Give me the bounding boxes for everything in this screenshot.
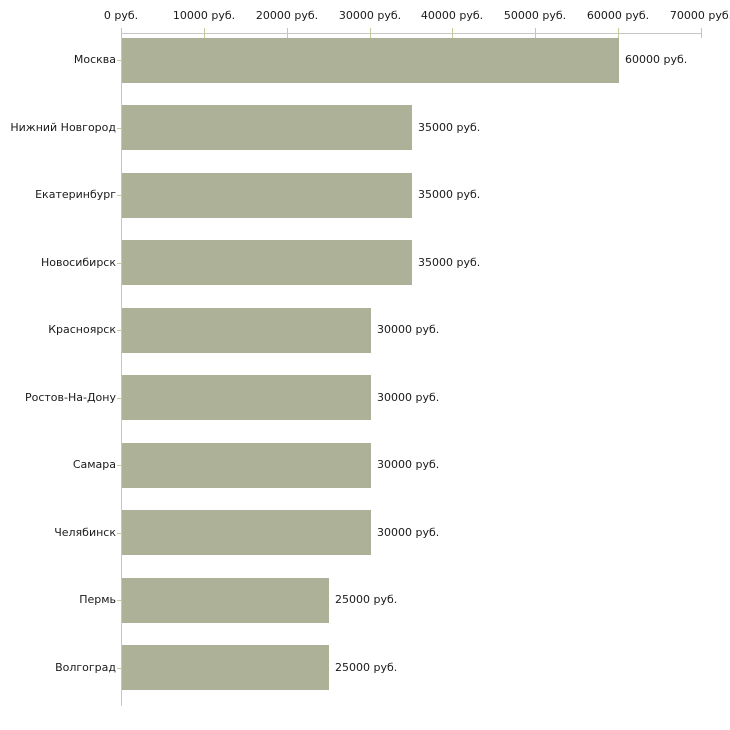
x-axis-tick [287,28,288,38]
category-label: Новосибирск [40,256,116,269]
bar [122,645,329,690]
bar [122,308,371,353]
bar [122,240,412,285]
x-axis-tick [701,28,702,38]
bar-value-label: 30000 руб. [377,323,440,336]
bar [122,510,371,555]
category-label: Екатеринбург [35,188,116,201]
y-axis-tick [117,263,121,264]
bar-value-label: 30000 руб. [377,391,440,404]
x-axis-tick-label: 0 руб. [103,9,139,22]
x-axis-tick [370,28,371,38]
category-label: Челябинск [54,526,116,539]
x-axis-tick [618,28,619,38]
x-axis-tick-label: 50000 руб. [503,9,567,22]
category-label: Волгоград [55,661,116,674]
bar [122,173,412,218]
x-axis-tick [535,28,536,38]
bar [122,375,371,420]
bar [122,38,619,83]
plot-border-top [121,33,702,34]
bar-value-label: 25000 руб. [335,661,398,674]
bar-value-label: 30000 руб. [377,526,440,539]
category-label: Нижний Новгород [10,121,116,134]
category-label: Самара [72,458,116,471]
bar-value-label: 35000 руб. [418,256,481,269]
x-axis-tick-label: 60000 руб. [586,9,650,22]
x-axis-tick-label: 20000 руб. [255,9,319,22]
bar-value-label: 35000 руб. [418,188,481,201]
bar-value-label: 25000 руб. [335,593,398,606]
bar-value-label: 60000 руб. [625,53,688,66]
x-axis-tick-label: 30000 руб. [338,9,402,22]
bar-value-label: 30000 руб. [377,458,440,471]
y-axis-tick [117,128,121,129]
y-axis-tick [117,330,121,331]
y-axis-tick [117,60,121,61]
y-axis-tick [117,533,121,534]
x-axis-tick-label: 40000 руб. [420,9,484,22]
x-axis-tick-label: 70000 руб. [669,9,730,22]
category-label: Москва [73,53,116,66]
y-axis-tick [117,668,121,669]
y-axis-tick [117,195,121,196]
bar [122,443,371,488]
x-axis-tick [121,28,122,38]
bar [122,105,412,150]
bar [122,578,329,623]
category-label: Пермь [79,593,116,606]
y-axis-tick [117,465,121,466]
category-label: Ростов-На-Дону [24,391,116,404]
x-axis-tick [452,28,453,38]
y-axis-tick [117,600,121,601]
y-axis-tick [117,398,121,399]
category-label: Красноярск [48,323,116,336]
plot-border-left [121,33,122,706]
bar-value-label: 35000 руб. [418,121,481,134]
x-axis-tick-label: 10000 руб. [172,9,236,22]
x-axis-tick [204,28,205,38]
